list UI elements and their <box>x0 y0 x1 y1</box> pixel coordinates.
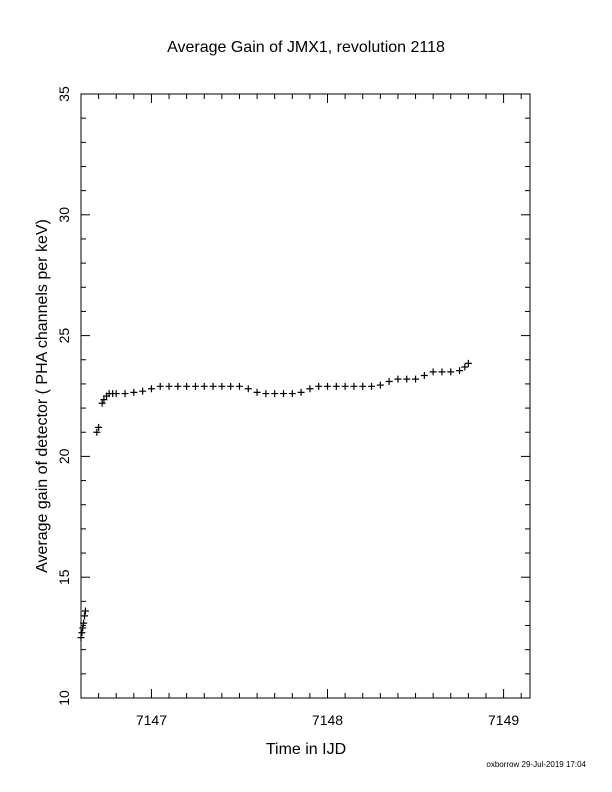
data-point <box>200 382 208 390</box>
data-point <box>139 387 147 395</box>
y-tick-label: 30 <box>56 207 72 223</box>
y-tick-label: 10 <box>56 690 72 706</box>
data-point <box>253 388 261 396</box>
data-point <box>100 396 108 404</box>
data-point <box>77 634 85 642</box>
data-point <box>244 385 252 393</box>
data-point <box>112 390 120 398</box>
data-point <box>262 390 270 398</box>
data-point <box>93 428 101 436</box>
data-point <box>368 382 376 390</box>
data-point <box>376 381 384 389</box>
x-tick-label: 7148 <box>312 712 343 728</box>
footer-credit: oxborrow 29-Jul-2019 17:04 <box>486 760 586 769</box>
data-point <box>209 382 217 390</box>
data-point <box>464 359 472 367</box>
data-point <box>218 382 226 390</box>
y-tick-label: 20 <box>56 448 72 464</box>
data-point <box>81 612 89 620</box>
data-point <box>183 382 191 390</box>
data-point <box>98 399 106 407</box>
data-point <box>306 385 314 393</box>
data-point <box>403 375 411 383</box>
data-point <box>80 619 88 627</box>
data-point <box>235 382 243 390</box>
x-tick-label: 7147 <box>136 712 167 728</box>
data-point <box>420 371 428 379</box>
data-point <box>191 382 199 390</box>
data-point <box>174 382 182 390</box>
data-point <box>81 607 89 615</box>
data-point <box>227 382 235 390</box>
data-point <box>121 390 129 398</box>
data-point <box>279 390 287 398</box>
x-tick-label: 7149 <box>488 712 519 728</box>
data-point <box>438 368 446 376</box>
data-point <box>130 388 138 396</box>
data-point <box>165 382 173 390</box>
data-point <box>456 367 464 375</box>
data-point <box>147 385 155 393</box>
data-point <box>79 624 87 632</box>
data-point <box>315 382 323 390</box>
y-axis: 10 15 20 25 30 35 <box>56 86 530 706</box>
data-point <box>394 375 402 383</box>
y-tick-label: 25 <box>56 328 72 344</box>
y-axis-label: Average gain of detector ( PHA channels … <box>34 219 51 573</box>
data-point <box>385 378 393 386</box>
data-point <box>156 382 164 390</box>
data-point <box>429 368 437 376</box>
chart-title: Average Gain of JMX1, revolution 2118 <box>167 39 445 56</box>
data-point <box>297 388 305 396</box>
data-point <box>350 382 358 390</box>
x-axis-label: Time in IJD <box>266 741 346 758</box>
data-point <box>359 382 367 390</box>
y-tick-label: 35 <box>56 86 72 102</box>
data-point <box>412 375 420 383</box>
data-point <box>461 363 469 371</box>
data-point <box>288 390 296 398</box>
data-point <box>95 423 103 431</box>
y-tick-label: 15 <box>56 569 72 585</box>
data-point <box>332 382 340 390</box>
data-points <box>77 359 472 642</box>
data-point <box>324 382 332 390</box>
data-point <box>447 368 455 376</box>
x-axis: 7147 7148 7149 <box>80 94 522 728</box>
data-point <box>271 390 279 398</box>
data-point <box>341 382 349 390</box>
data-point <box>78 629 86 637</box>
plot-frame <box>80 93 531 699</box>
